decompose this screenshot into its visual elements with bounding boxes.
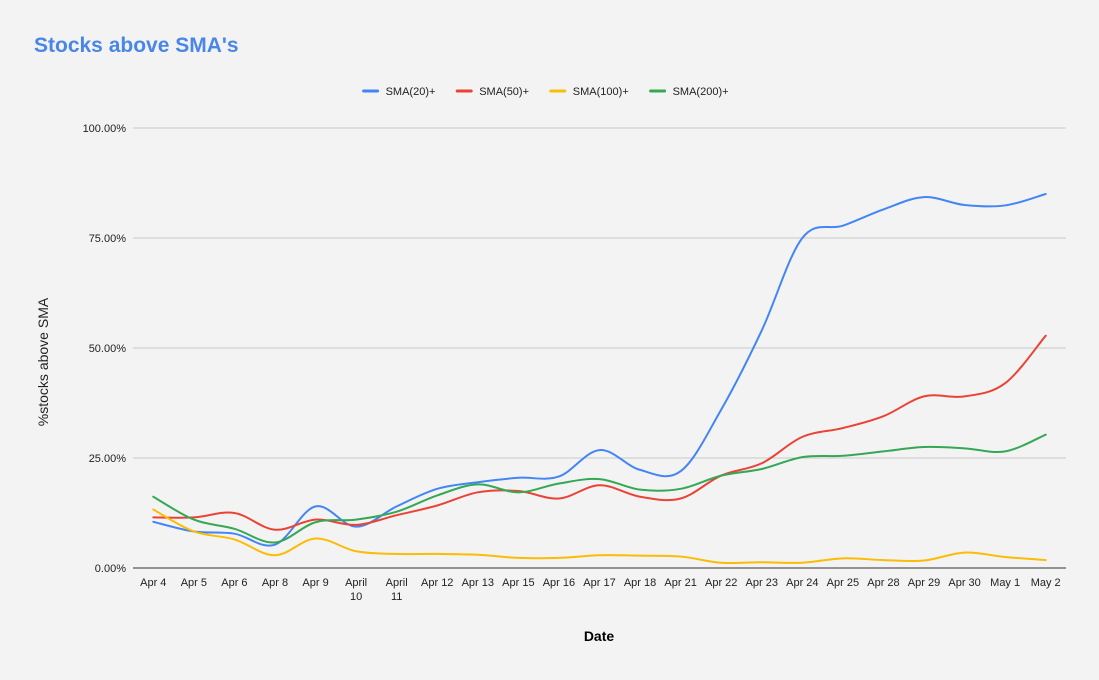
legend-label: SMA(200)+: [673, 86, 729, 98]
x-tick-label: Apr 28: [867, 577, 899, 589]
x-tick-label: May 1: [990, 577, 1020, 589]
series-line-sma-50: [152, 334, 1047, 531]
x-tick-label: Apr 17: [583, 577, 615, 589]
x-tick-label: Apr 23: [746, 577, 778, 589]
y-tick-label: 50.00%: [89, 343, 127, 355]
chart-title: Stocks above SMA's: [34, 34, 239, 57]
x-tick-label: Apr 21: [664, 577, 696, 589]
x-tick-label: Apr 9: [302, 577, 328, 589]
series-line-sma-20: [152, 193, 1047, 547]
x-tick-label: April 10: [345, 577, 367, 603]
x-tick-label: Apr 15: [502, 577, 534, 589]
legend-item: SMA(20)+: [362, 86, 436, 98]
y-tick-label: 0.00%: [95, 563, 126, 575]
series-line-sma-100: [152, 508, 1047, 565]
legend-label: SMA(20)+: [386, 86, 436, 98]
legend-label: SMA(50)+: [479, 86, 529, 98]
x-tick-label: Apr 13: [462, 577, 494, 589]
x-tick-label: April 11: [386, 577, 408, 603]
x-tick-label: Apr 4: [140, 577, 166, 589]
legend: SMA(20)+ SMA(50)+ SMA(100)+ SMA(200)+: [362, 86, 729, 98]
x-axis-ticks: Apr 4 Apr 5 Apr 6 Apr 8 Apr 9 April 10 April 11 A…: [140, 577, 1061, 603]
x-tick-label: Apr 29: [908, 577, 940, 589]
y-tick-label: 100.00%: [83, 123, 127, 135]
x-tick-label: Apr 30: [948, 577, 980, 589]
x-tick-label: Apr 25: [827, 577, 859, 589]
series-line-sma-200: [152, 433, 1047, 544]
x-tick-label: Apr 12: [421, 577, 453, 589]
y-axis-label: %stocks above SMA: [35, 297, 51, 426]
x-tick-label: Apr 5: [181, 577, 207, 589]
x-tick-label: Apr 24: [786, 577, 818, 589]
x-tick-label: May 2: [1031, 577, 1061, 589]
series-lines: [152, 193, 1047, 565]
legend-item: SMA(200)+: [649, 86, 729, 98]
y-axis-ticks: 0.00% 25.00% 50.00% 75.00% 100.00%: [83, 123, 127, 575]
legend-item: SMA(50)+: [455, 86, 529, 98]
x-tick-label: Apr 8: [262, 577, 288, 589]
y-tick-label: 25.00%: [89, 453, 127, 465]
x-tick-label: Apr 16: [543, 577, 575, 589]
x-axis-label: Date: [584, 628, 615, 644]
y-tick-label: 75.00%: [89, 233, 127, 245]
grid-lines: [133, 127, 1066, 569]
legend-item: SMA(100)+: [549, 86, 629, 98]
x-tick-label: Apr 22: [705, 577, 737, 589]
x-tick-label: Apr 18: [624, 577, 656, 589]
legend-label: SMA(100)+: [573, 86, 629, 98]
x-tick-label: Apr 6: [221, 577, 247, 589]
